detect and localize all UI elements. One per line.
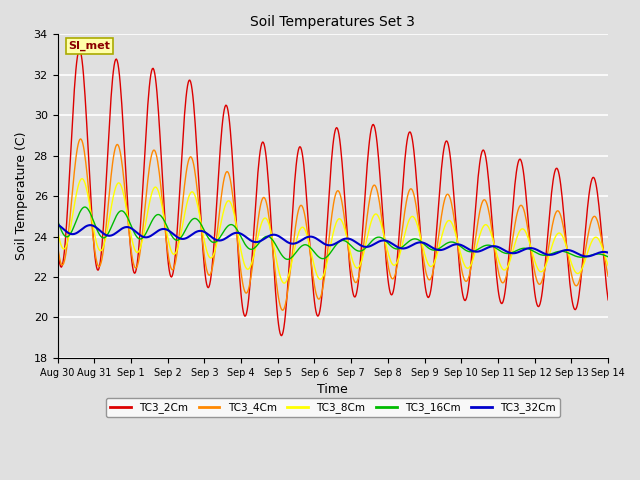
TC3_16Cm — [54, 217, 61, 223]
TC3_4Cm — [604, 274, 612, 279]
TC3_8Cm — [175, 240, 183, 245]
Title: Soil Temperatures Set 3: Soil Temperatures Set 3 — [250, 15, 415, 29]
TC3_4Cm — [199, 241, 207, 247]
TC3_2Cm — [604, 297, 612, 303]
Text: SI_met: SI_met — [68, 40, 111, 51]
TC3_4Cm — [278, 307, 286, 313]
Legend: TC3_2Cm, TC3_4Cm, TC3_8Cm, TC3_16Cm, TC3_32Cm: TC3_2Cm, TC3_4Cm, TC3_8Cm, TC3_16Cm, TC3… — [106, 398, 560, 418]
TC3_4Cm — [54, 241, 61, 247]
Line: TC3_2Cm: TC3_2Cm — [58, 50, 608, 336]
TC3_8Cm — [556, 230, 563, 236]
TC3_16Cm — [326, 251, 333, 256]
TC3_2Cm — [434, 214, 442, 219]
TC3_16Cm — [81, 204, 89, 210]
TC3_8Cm — [280, 280, 288, 286]
TC3_32Cm — [554, 250, 561, 256]
TC3_16Cm — [604, 254, 612, 260]
TC3_2Cm — [175, 198, 183, 204]
TC3_4Cm — [556, 209, 563, 215]
TC3_32Cm — [175, 235, 182, 240]
TC3_8Cm — [54, 227, 61, 233]
TC3_2Cm — [54, 243, 61, 249]
TC3_32Cm — [324, 242, 332, 248]
TC3_16Cm — [556, 249, 563, 254]
TC3_4Cm — [380, 228, 387, 234]
TC3_2Cm — [380, 221, 387, 227]
TC3_32Cm — [54, 221, 61, 227]
TC3_4Cm — [175, 233, 183, 239]
TC3_8Cm — [434, 250, 442, 255]
Line: TC3_16Cm: TC3_16Cm — [58, 207, 608, 259]
TC3_32Cm — [378, 238, 386, 243]
TC3_32Cm — [432, 247, 440, 252]
TC3_32Cm — [604, 250, 612, 255]
TC3_4Cm — [434, 240, 442, 246]
TC3_16Cm — [284, 256, 292, 262]
Line: TC3_32Cm: TC3_32Cm — [58, 224, 608, 256]
TC3_8Cm — [380, 230, 387, 236]
TC3_2Cm — [326, 180, 333, 186]
TC3_4Cm — [77, 136, 84, 142]
Line: TC3_8Cm: TC3_8Cm — [58, 179, 608, 283]
TC3_16Cm — [434, 246, 442, 252]
TC3_8Cm — [604, 263, 612, 268]
TC3_8Cm — [78, 176, 86, 181]
TC3_2Cm — [76, 47, 84, 53]
TC3_16Cm — [380, 236, 387, 242]
TC3_2Cm — [278, 333, 285, 338]
Line: TC3_4Cm: TC3_4Cm — [58, 139, 608, 310]
TC3_2Cm — [556, 172, 563, 178]
TC3_32Cm — [198, 228, 206, 234]
TC3_32Cm — [583, 253, 591, 259]
TC3_16Cm — [175, 237, 183, 242]
TC3_4Cm — [326, 229, 333, 235]
TC3_8Cm — [326, 246, 333, 252]
TC3_8Cm — [199, 230, 207, 236]
Y-axis label: Soil Temperature (C): Soil Temperature (C) — [15, 132, 28, 260]
X-axis label: Time: Time — [317, 383, 348, 396]
TC3_16Cm — [199, 225, 207, 230]
TC3_2Cm — [199, 246, 207, 252]
